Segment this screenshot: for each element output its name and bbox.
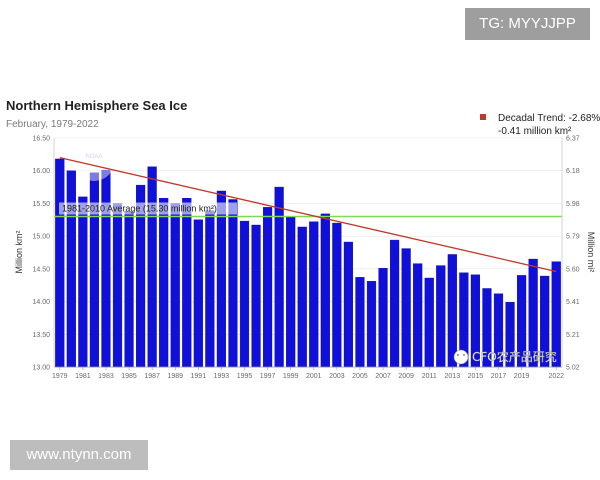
bar-1995 (239, 220, 250, 368)
x-tick-label: 2011 (422, 373, 437, 380)
x-tick-label: 1979 (52, 373, 68, 380)
x-tick-label: 2017 (491, 373, 507, 380)
x-tick-label: 1995 (237, 373, 253, 380)
bar-2002 (320, 213, 330, 368)
x-tick-label: 1989 (167, 373, 183, 380)
bar-1988 (159, 197, 169, 368)
bar-1999 (286, 216, 296, 368)
y-tick-left: 13.00 (32, 365, 50, 372)
bar-1985 (124, 211, 134, 368)
bar-1991 (193, 219, 203, 368)
bar-1979 (55, 158, 65, 368)
y-axis-left-label: Million km² (14, 230, 24, 273)
y-tick-right: 5.60 (566, 266, 580, 273)
y-tick-left: 16.50 (32, 136, 50, 143)
bar-1983 (101, 169, 111, 368)
chart-subtitle: February, 1979-2022 (6, 119, 99, 130)
x-tick-label: 2009 (398, 373, 414, 380)
bar-1998 (274, 186, 284, 368)
y-tick-left: 13.50 (32, 332, 50, 339)
x-tick-label: 1997 (260, 373, 276, 380)
x-tick-label: 2003 (329, 373, 345, 380)
bar-2000 (297, 226, 307, 368)
x-tick-label: 1981 (75, 373, 91, 380)
watermark-overlay-text: CFO农产品研究 (472, 349, 557, 364)
x-tick-label: 2001 (306, 373, 322, 380)
wechat-icon (453, 349, 469, 365)
bar-1993 (216, 190, 226, 368)
average-label: 1981-2010 Average (15.30 million km²) (62, 204, 217, 214)
bar-2008 (390, 239, 400, 368)
bar-2003 (332, 222, 342, 368)
x-tick-label: 1987 (144, 373, 160, 380)
bar-1984 (112, 203, 123, 368)
y-tick-right: 5.02 (566, 365, 580, 372)
y-tick-left: 15.50 (32, 201, 50, 208)
y-tick-left: 14.00 (32, 299, 50, 306)
bar-1981 (78, 196, 88, 368)
legend-trend-sublabel: -0.41 million km² (498, 126, 572, 137)
bar-1989 (170, 203, 180, 368)
x-tick-label: 1985 (121, 373, 137, 380)
y-tick-right: 5.21 (566, 332, 580, 339)
x-tick-label: 1983 (98, 373, 114, 380)
bar-1997 (263, 207, 273, 368)
bar-1992 (205, 210, 215, 368)
y-tick-left: 16.00 (32, 168, 50, 175)
watermark-url-badge: www.ntynn.com (10, 440, 148, 470)
y-tick-right: 5.79 (566, 234, 580, 241)
bars (55, 158, 561, 368)
bar-1990 (182, 197, 192, 368)
bar-1996 (251, 224, 261, 368)
bar-2009 (401, 248, 411, 368)
bar-2011 (424, 277, 434, 368)
bar-2007 (378, 268, 388, 368)
legend-trend-swatch (480, 114, 486, 120)
bar-1982 (89, 172, 99, 368)
x-tick-label: 1993 (214, 373, 230, 380)
x-tick-label: 2005 (352, 373, 368, 380)
x-tick-label: 2015 (468, 373, 484, 380)
bar-2005 (355, 277, 365, 368)
noaa-logo-text: NOAA (85, 154, 102, 160)
bar-2013 (447, 254, 457, 368)
wechat-watermark: CFO农产品研究 (453, 349, 557, 365)
x-tick-label: 1991 (191, 373, 207, 380)
x-tick-label: 2019 (514, 373, 530, 380)
bar-2004 (343, 241, 353, 368)
y-tick-left: 14.50 (32, 266, 50, 273)
bar-2012 (436, 265, 446, 368)
chart-title: Northern Hemisphere Sea Ice (6, 98, 187, 113)
y-tick-right: 5.98 (566, 201, 580, 208)
y-tick-left: 15.00 (32, 234, 50, 241)
axes: 16.50 16.00 15.50 15.00 14.50 14.00 13.50 13.00… (32, 136, 579, 381)
y-tick-right: 6.37 (566, 136, 580, 143)
y-tick-right: 6.18 (566, 168, 580, 175)
bar-2010 (413, 263, 423, 368)
y-axis-right-label: Million mi² (586, 232, 596, 273)
bar-1987 (147, 166, 157, 368)
y-tick-right: 5.41 (566, 299, 580, 306)
average-label-background (59, 202, 237, 215)
bar-2006 (366, 281, 377, 368)
legend-trend-label: Decadal Trend: -2.68% (498, 113, 600, 124)
bar-2001 (309, 221, 319, 368)
x-tick-label: 2022 (548, 373, 564, 380)
trend-line (59, 156, 557, 273)
bar-1994 (228, 199, 238, 368)
x-tick-label: 2007 (375, 373, 391, 380)
bar-1980 (66, 170, 76, 368)
noaa-logo: NOAA (73, 139, 115, 181)
x-tick-label: 1999 (283, 373, 299, 380)
x-tick-label: 2013 (445, 373, 461, 380)
watermark-tg-badge: TG: MYYJJPP (465, 8, 590, 40)
